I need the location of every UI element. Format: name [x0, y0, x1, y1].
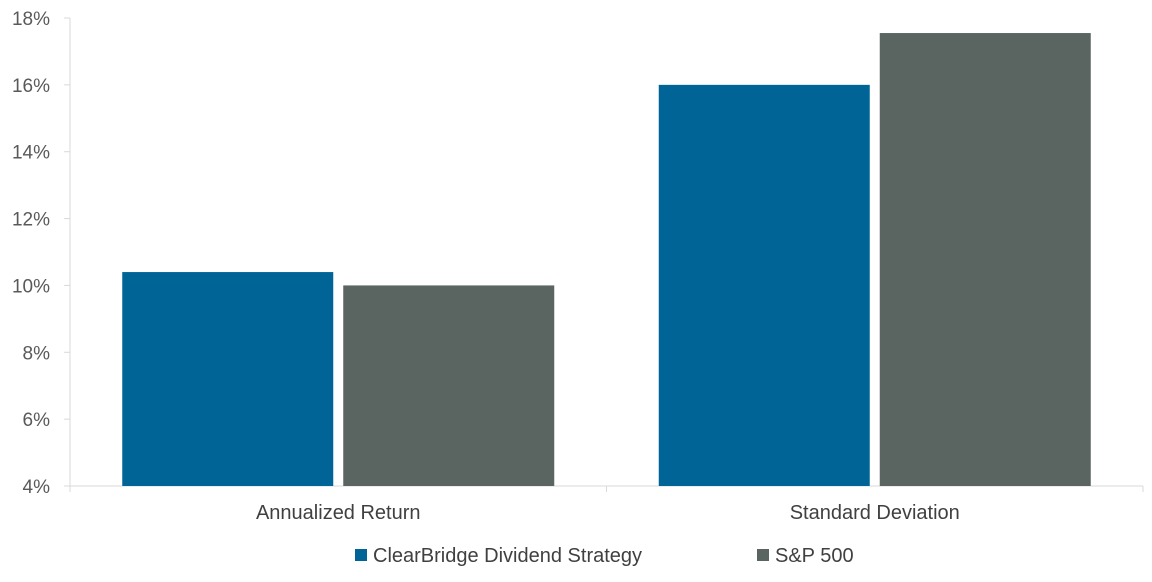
y-tick-label: 12% — [12, 210, 50, 231]
y-tick-label: 14% — [12, 143, 50, 164]
legend-swatch — [757, 549, 769, 561]
bars — [122, 33, 1091, 487]
y-tick-label: 10% — [12, 276, 50, 297]
x-category-label: Standard Deviation — [790, 502, 960, 524]
legend: ClearBridge Dividend Strategy S&P 500 — [355, 545, 854, 567]
bar-sp500-0 — [343, 285, 555, 486]
y-tick-label: 6% — [23, 410, 51, 431]
x-category-label: Annualized Return — [256, 502, 421, 524]
y-tick-label: 18% — [12, 9, 50, 30]
y-tick-label: 16% — [12, 76, 50, 97]
x-axis: Annualized Return Standard Deviation — [69, 485, 1144, 524]
legend-swatch — [355, 549, 367, 561]
y-axis: 4% 6% 8% 10% 12% 14% 16% 18% — [12, 9, 71, 498]
bar-sp500-1 — [879, 33, 1091, 487]
y-tick-label: 8% — [23, 343, 51, 364]
bar-clearbridge-1 — [658, 84, 870, 486]
bar-clearbridge-0 — [122, 272, 334, 486]
legend-label: ClearBridge Dividend Strategy — [373, 545, 642, 567]
legend-label: S&P 500 — [775, 545, 854, 567]
y-tick-label: 4% — [23, 477, 51, 498]
